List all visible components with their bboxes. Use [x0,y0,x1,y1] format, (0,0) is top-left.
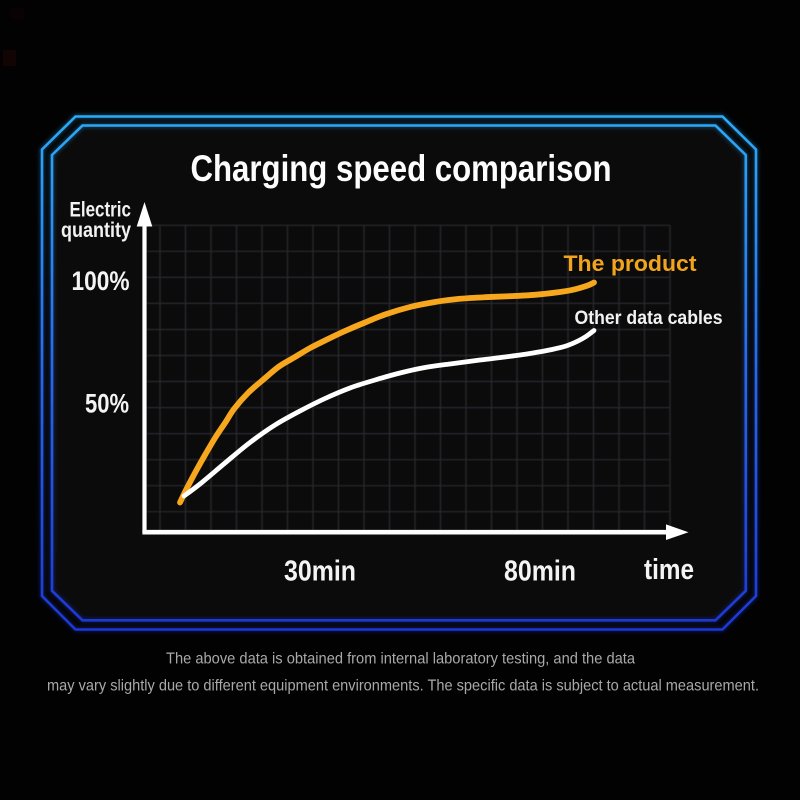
svg-text:time: time [644,554,694,586]
svg-text:The product: The product [564,251,698,276]
svg-text:Electric: Electric [70,199,132,222]
svg-text:The above data is obtained fro: The above data is obtained from internal… [166,651,635,668]
svg-text:100%: 100% [72,266,130,296]
svg-text:Other data cables: Other data cables [575,308,723,329]
svg-text:quantity: quantity [61,219,131,242]
svg-text:80min: 80min [504,556,576,588]
svg-text:may vary slightly due to diffe: may vary slightly due to different equip… [47,678,759,695]
svg-text:50%: 50% [85,388,129,418]
svg-text:30min: 30min [284,556,356,588]
svg-text:Charging speed comparison: Charging speed comparison [191,148,612,189]
